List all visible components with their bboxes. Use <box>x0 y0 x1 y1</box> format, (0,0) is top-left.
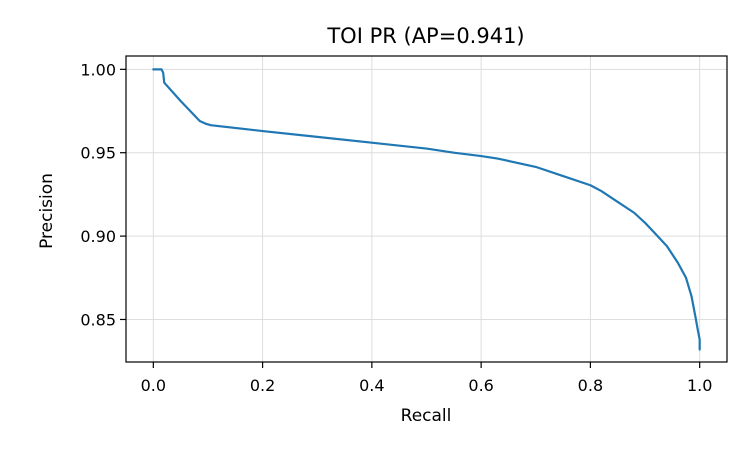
y-tick-label: 0.95 <box>80 144 116 163</box>
x-axis-label: Recall <box>401 406 452 426</box>
x-tick-label: 0.0 <box>141 376 166 395</box>
y-tick-label: 1.00 <box>80 60 116 79</box>
x-tick-label: 0.6 <box>468 376 493 395</box>
x-tick-label: 0.8 <box>578 376 603 395</box>
pr-curve-line <box>152 68 701 351</box>
y-tick-label: 0.85 <box>80 310 116 329</box>
series-lines <box>152 68 701 351</box>
y-axis-label: Precision <box>37 173 57 249</box>
y-tick-label: 0.90 <box>80 227 116 246</box>
chart-title: TOI PR (AP=0.941) <box>326 24 524 48</box>
x-tick-label: 1.0 <box>687 376 712 395</box>
x-tick-label: 0.4 <box>359 376 384 395</box>
x-axis-ticks: 0.0 0.2 0.4 0.6 0.8 1.0 <box>141 362 712 395</box>
x-tick-label: 0.2 <box>250 376 275 395</box>
plot-frame <box>125 55 728 363</box>
y-axis-ticks: 0.85 0.90 0.95 1.00 <box>80 60 126 329</box>
grid-lines <box>126 56 727 362</box>
